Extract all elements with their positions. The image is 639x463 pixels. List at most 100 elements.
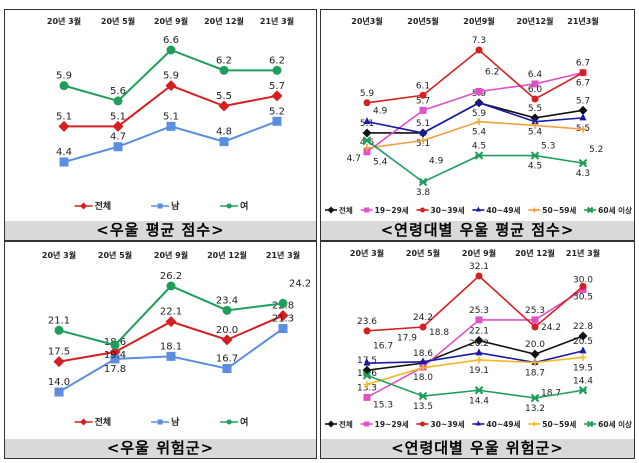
data-point — [579, 113, 587, 121]
data-point — [531, 323, 539, 331]
data-label: 5.6 — [110, 86, 126, 97]
data-label: 18.7 — [541, 388, 561, 398]
chart-panel-age-depression-mean-score: 20년3월 20년5월 20년9월 20년12월 21년3월 전체 19~29세 30~39세… — [320, 9, 635, 241]
data-point — [278, 298, 288, 308]
data-label: 5.5 — [528, 104, 542, 114]
x-tick-label: 20년 9월 — [154, 16, 188, 26]
data-point — [579, 69, 587, 77]
data-point — [364, 207, 370, 213]
data-point — [53, 356, 65, 368]
data-point — [54, 387, 64, 397]
data-label: 24.2 — [289, 278, 311, 289]
series-5: 16.7 13.5 14.4 13.2 14.4 — [362, 341, 593, 414]
data-point — [54, 325, 64, 335]
data-point — [419, 128, 427, 136]
data-point — [222, 364, 232, 374]
x-tick-label: 20년 9월 — [154, 250, 188, 260]
data-point — [420, 421, 426, 427]
data-point — [474, 336, 484, 346]
data-point — [113, 96, 123, 106]
series-1: 14.0 17.8 18.1 16.7 21.3 — [48, 314, 294, 397]
data-label: 13.2 — [525, 404, 545, 414]
x-tick-label: 20년 5월 — [98, 250, 132, 260]
legend-item: 전체 — [325, 419, 353, 429]
data-point — [166, 281, 176, 291]
data-label: 3.8 — [416, 188, 431, 198]
data-label: 20.0 — [525, 340, 545, 350]
legend-item: 여 — [220, 416, 248, 428]
data-label: 5.3 — [541, 141, 555, 151]
data-label: 14.0 — [48, 377, 70, 388]
x-tick-label: 20년12월 — [517, 16, 554, 26]
data-point — [419, 323, 427, 331]
data-point — [362, 371, 372, 380]
legend-item: 남 — [151, 416, 180, 428]
legend-item: 40~49세 — [472, 419, 521, 429]
data-label: 5.9 — [163, 71, 179, 82]
data-label: 17.5 — [48, 347, 70, 358]
data-point — [363, 380, 371, 388]
data-point — [59, 157, 69, 167]
legend-item: 19~29세 — [360, 419, 409, 429]
data-point — [165, 316, 177, 328]
data-point — [166, 351, 176, 361]
data-point — [363, 393, 371, 401]
data-label: 4.4 — [56, 147, 72, 158]
legend-item: 50~59세 — [528, 205, 576, 215]
data-label: 4.9 — [373, 107, 388, 117]
data-point — [364, 421, 370, 427]
data-point — [531, 117, 539, 125]
data-point — [475, 98, 483, 106]
data-point — [475, 206, 481, 212]
data-label: 5.2 — [589, 145, 603, 155]
x-tick-label: 20년3월 — [351, 16, 382, 26]
data-point — [362, 365, 372, 375]
data-point — [531, 95, 539, 103]
data-point — [531, 421, 537, 427]
data-point — [218, 100, 230, 112]
series-1: 4.4 4.7 5.1 4.8 5.2 — [56, 106, 285, 167]
data-label: 21.3 — [272, 314, 294, 325]
data-label: 5.7 — [576, 96, 590, 106]
data-label: 4.5 — [472, 142, 486, 152]
data-label: 18.7 — [525, 368, 545, 378]
data-point — [271, 90, 283, 102]
data-label: 16.7 — [216, 354, 238, 365]
data-point — [475, 272, 483, 280]
data-label: 23.6 — [357, 317, 377, 327]
series-0: 5.1 5.1 5.9 5.5 5.7 — [56, 71, 285, 132]
data-point — [475, 356, 483, 364]
data-point — [531, 358, 539, 366]
data-point — [578, 105, 588, 115]
data-point — [166, 121, 176, 131]
data-label: 15.3 — [373, 400, 393, 410]
data-point — [363, 144, 371, 152]
data-point — [530, 349, 540, 359]
data-label: 24.2 — [541, 323, 561, 333]
data-point — [579, 282, 587, 290]
data-point — [157, 419, 163, 425]
legend-label: 전체 — [95, 416, 112, 428]
data-label: 16.7 — [373, 341, 393, 351]
data-label: 5.9 — [360, 89, 375, 99]
data-point — [272, 65, 282, 75]
data-label: 20.5 — [573, 337, 593, 347]
data-point — [475, 420, 481, 426]
data-point — [474, 151, 484, 160]
data-point — [419, 357, 427, 365]
data-point — [226, 203, 232, 209]
data-label: 5.1 — [163, 111, 179, 122]
data-point — [418, 391, 428, 401]
data-label: 5.9 — [472, 109, 487, 119]
data-label: 14.4 — [573, 376, 593, 386]
data-label: 19.1 — [469, 366, 489, 376]
data-point — [80, 418, 88, 426]
legend-label: 50~59세 — [542, 419, 576, 429]
data-point — [531, 207, 537, 213]
data-point — [363, 358, 371, 366]
data-label: 4.3 — [576, 169, 590, 179]
data-label: 6.7 — [576, 79, 590, 89]
legend-label: 남 — [171, 416, 180, 428]
data-point — [112, 120, 124, 132]
data-label: 5.4 — [528, 128, 543, 138]
